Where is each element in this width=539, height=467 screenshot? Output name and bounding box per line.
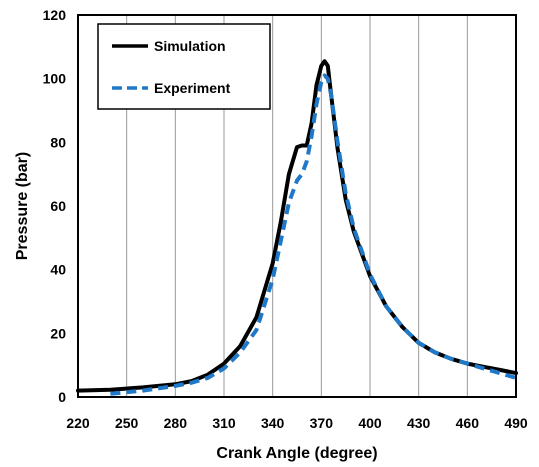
y-axis-title: Pressure (bar) xyxy=(14,152,31,261)
x-tick-label-250: 250 xyxy=(115,415,139,431)
legend-label-simulation: Simulation xyxy=(154,38,226,54)
x-tick-label-460: 460 xyxy=(456,415,480,431)
y-tick-labels: 0 20 40 60 80 100 120 xyxy=(43,7,67,405)
x-tick-label-340: 340 xyxy=(261,415,285,431)
y-tick-label-120: 120 xyxy=(43,7,67,23)
x-tick-labels: 220 250 280 310 340 370 400 430 460 490 xyxy=(66,415,528,431)
series-layer xyxy=(76,59,518,396)
x-tick-label-310: 310 xyxy=(212,415,236,431)
x-tick-label-280: 280 xyxy=(164,415,188,431)
y-tick-label-20: 20 xyxy=(50,325,66,341)
legend-label-experiment: Experiment xyxy=(154,80,231,96)
x-tick-label-490: 490 xyxy=(504,415,528,431)
x-tick-label-400: 400 xyxy=(358,415,382,431)
y-tick-label-0: 0 xyxy=(58,389,66,405)
x-tick-label-220: 220 xyxy=(66,415,90,431)
y-tick-label-100: 100 xyxy=(43,71,67,87)
x-tick-label-370: 370 xyxy=(310,415,334,431)
legend-box xyxy=(97,23,271,110)
y-tick-label-80: 80 xyxy=(50,134,66,150)
plot-border xyxy=(77,14,517,398)
y-tick-label-60: 60 xyxy=(50,198,66,214)
legend: Simulation Experiment xyxy=(97,23,271,110)
x-tick-label-430: 430 xyxy=(407,415,431,431)
y-tick-label-40: 40 xyxy=(50,262,66,278)
series-line-simulation xyxy=(76,59,518,393)
x-axis-title: Crank Angle (degree) xyxy=(216,445,377,462)
